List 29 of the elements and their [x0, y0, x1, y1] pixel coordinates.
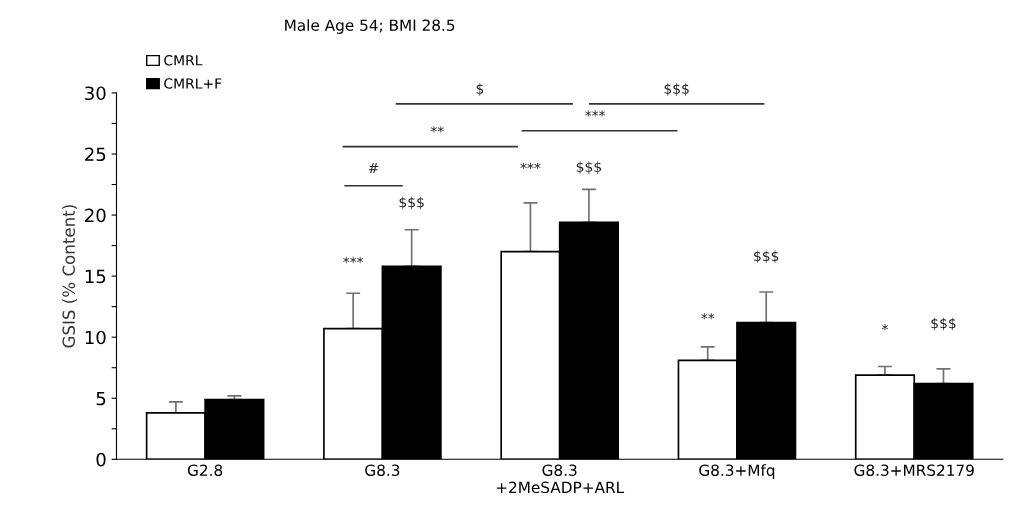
annotation: *** [520, 162, 541, 170]
x-tick-label: G8.3+Mfq [699, 464, 775, 479]
y-tick-label: 20 [85, 208, 106, 223]
annotation: $ [476, 83, 484, 96]
chart-title: Male Age 54; BMI 28.5 [285, 19, 455, 34]
annotation: $$$ [664, 83, 689, 96]
y-axis-title: GSIS (% Content) [62, 205, 77, 348]
annotation: # [368, 163, 379, 174]
annotation: $$$ [576, 161, 602, 174]
y-tick-label: 25 [85, 147, 106, 162]
x-tick-label: G8.3+MRS2179 [854, 464, 974, 476]
annotation: $$$ [931, 317, 956, 331]
x-tick-label: G8.3 +2MeSADP+ARL [496, 464, 625, 494]
y-tick-label: 15 [85, 269, 106, 284]
y-tick-label: 30 [85, 86, 106, 101]
x-tick-label: G2.8 [187, 464, 223, 476]
y-tick-label: 10 [85, 330, 106, 345]
x-tick-label: G8.3 [365, 464, 400, 476]
annotation: $$$ [399, 196, 424, 210]
legend-label: CMRL+F [164, 78, 222, 89]
annotation: *** [343, 256, 364, 264]
annotation: ** [430, 126, 444, 133]
annotation: * [881, 323, 889, 331]
y-tick-label: 5 [96, 391, 106, 406]
annotation: $$$ [754, 250, 779, 264]
annotation: ** [701, 313, 715, 320]
legend-label: CMRL [164, 55, 203, 66]
annotation: *** [585, 110, 606, 117]
y-tick-label: 0 [96, 452, 106, 467]
